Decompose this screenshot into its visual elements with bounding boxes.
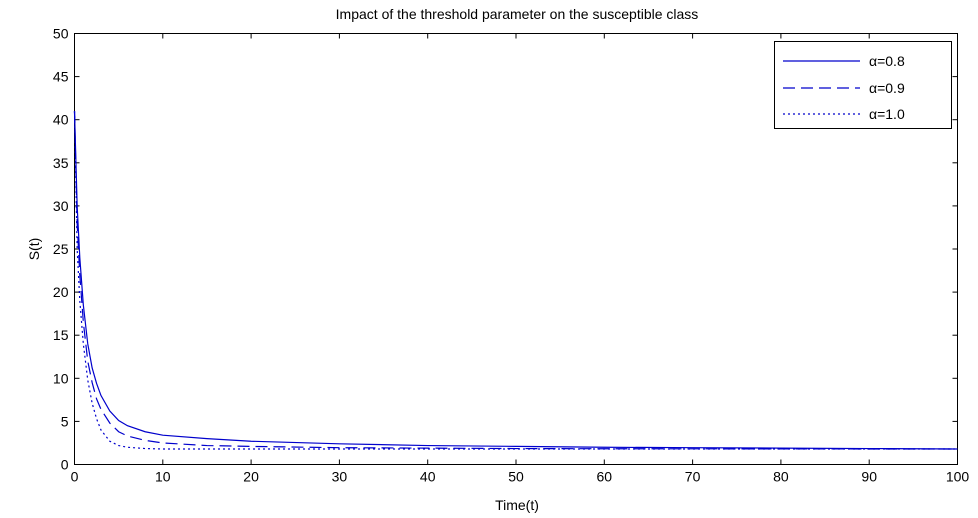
- chart-title: Impact of the threshold parameter on the…: [336, 6, 699, 22]
- x-axis-label: Time(t): [495, 497, 539, 513]
- x-tick-label: 40: [420, 469, 436, 485]
- x-axis: 0 10 20 30 40 50 60 70 80 90 100: [71, 33, 970, 485]
- y-tick-label: 30: [53, 198, 69, 214]
- x-tick-label: 90: [861, 469, 877, 485]
- legend-label-alpha-1-0: α=1.0: [869, 106, 905, 122]
- y-tick-label: 50: [53, 26, 69, 42]
- x-tick-label: 70: [685, 469, 701, 485]
- series-line-0: [73, 111, 958, 450]
- y-tick-label: 15: [53, 327, 69, 343]
- y-tick-label: 0: [61, 457, 69, 473]
- y-tick-label: 45: [53, 69, 69, 85]
- series-layer: [73, 111, 958, 450]
- y-tick-label: 35: [53, 155, 69, 171]
- legend-label-alpha-0-8: α=0.8: [869, 53, 905, 69]
- x-tick-label: 30: [332, 469, 348, 485]
- x-tick-label: 50: [508, 469, 524, 485]
- x-tick-label: 80: [773, 469, 789, 485]
- x-tick-label: 20: [243, 469, 259, 485]
- y-axis: 0 5 10 15 20 25 30 35 40 45 50: [53, 26, 958, 473]
- legend-label-alpha-0-9: α=0.9: [869, 80, 905, 96]
- y-tick-label: 20: [53, 284, 69, 300]
- y-tick-label: 25: [53, 241, 69, 257]
- y-tick-label: 10: [53, 370, 69, 386]
- x-tick-label: 100: [946, 469, 970, 485]
- legend: α=0.8 α=0.9 α=1.0: [774, 41, 952, 129]
- x-tick-label: 0: [71, 469, 79, 485]
- series-line-2: [73, 111, 958, 450]
- x-tick-label: 60: [597, 469, 613, 485]
- legend-box: [774, 41, 952, 129]
- y-tick-label: 5: [61, 413, 69, 429]
- y-axis-label: S(t): [26, 238, 42, 261]
- y-tick-label: 40: [53, 112, 69, 128]
- x-tick-label: 10: [155, 469, 171, 485]
